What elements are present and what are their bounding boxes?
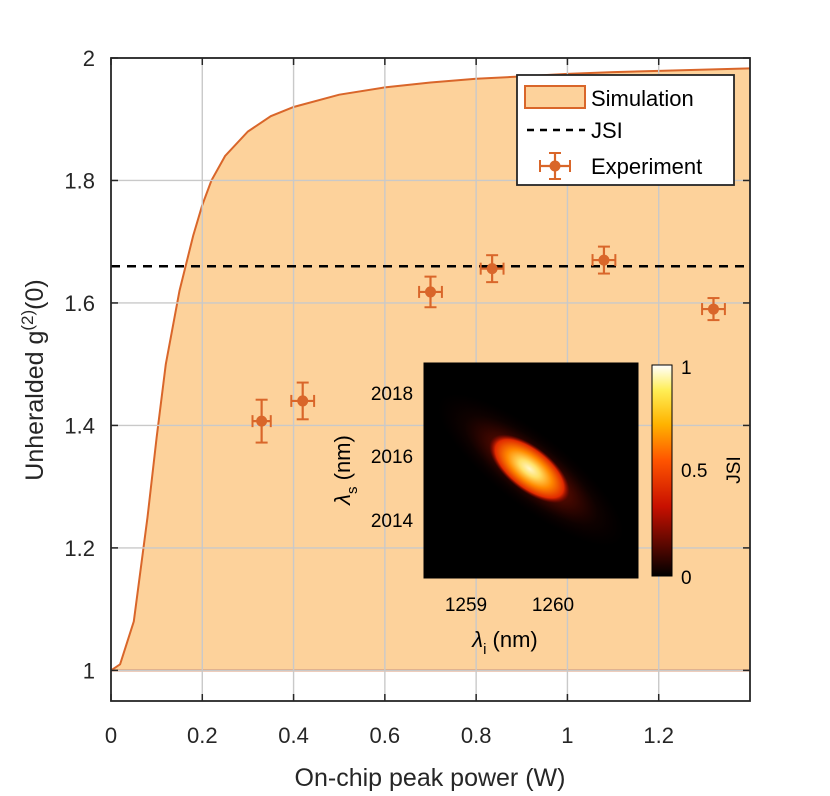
y-tick-labels: 1 1.2 1.4 1.6 1.8 2 <box>64 46 95 683</box>
experiment-marker <box>425 286 436 298</box>
colorbar-label: JSI <box>724 456 745 483</box>
y-tick-label: 1.8 <box>64 168 95 193</box>
legend: Simulation JSI Experiment <box>516 74 735 186</box>
inset-x-label: λi (nm) <box>471 627 538 658</box>
experiment-point <box>290 381 316 421</box>
axes-box <box>110 57 751 702</box>
y-tick-label: 1.4 <box>64 413 95 438</box>
inset-heatmap-frame <box>423 362 639 579</box>
legend-experiment-marker <box>549 160 561 172</box>
x-tick-label: 0.6 <box>370 723 401 748</box>
legend-simulation-swatch <box>524 85 586 109</box>
inset-x-label-sub: i <box>483 641 486 658</box>
experiment-marker <box>297 395 309 407</box>
axis-ticks <box>110 57 750 701</box>
inset-jsi-heatmap: 2018 2016 2014 1259 1260 λi (nm) λs (nm)… <box>330 358 745 658</box>
experiment-marker <box>598 254 610 266</box>
experiment-marker <box>707 303 719 315</box>
x-tick-label: 0.2 <box>187 723 218 748</box>
inset-y-label-symbol: λ <box>330 494 355 506</box>
x-axis-label: On-chip peak power (W) <box>295 764 566 792</box>
experiment-marker <box>256 415 268 427</box>
inset-y-label-sub: s <box>344 487 361 495</box>
legend-experiment-label: Experiment <box>591 154 702 179</box>
inset-heatmap-intensity <box>437 393 625 547</box>
experiment-point <box>251 398 272 444</box>
colorbar <box>651 364 673 577</box>
inset-x-label-tail: (nm) <box>486 627 537 652</box>
x-tick-label: 0.8 <box>461 723 492 748</box>
y-tick-label: 1.2 <box>64 536 95 561</box>
inset-y-label-tail: (nm) <box>330 435 355 486</box>
inset-y-tick-2016: 2016 <box>371 447 413 468</box>
x-tick-labels: 0 0.2 0.4 0.6 0.8 1 1.2 <box>105 723 674 748</box>
inset-y-label: λs (nm) <box>330 435 361 506</box>
y-axis-label-main: Unheralded g <box>21 331 49 481</box>
colorbar-tick-0: 0 <box>681 568 692 589</box>
x-tick-label: 0 <box>105 723 117 748</box>
colorbar-tick-0-5: 0.5 <box>681 461 707 482</box>
experiment-point <box>701 297 726 322</box>
legend-experiment-swatch <box>539 152 571 180</box>
experiment-marker <box>486 263 498 275</box>
y-axis-label: Unheralded g(2)(0) <box>18 279 49 480</box>
legend-simulation-label: Simulation <box>591 86 694 111</box>
inset-x-tick-1259: 1259 <box>445 595 487 616</box>
inset-heatmap-core <box>489 434 570 504</box>
y-tick-label: 2 <box>83 46 95 71</box>
y-axis-label-superscript: (2) <box>18 310 37 331</box>
y-tick-label: 1 <box>83 658 95 683</box>
experiment-point <box>418 275 443 309</box>
inset-y-tick-2018: 2018 <box>371 384 413 405</box>
inset-y-tick-2014: 2014 <box>371 511 414 532</box>
experiment-point <box>479 254 505 284</box>
experiment-points <box>251 245 726 444</box>
y-axis-label-tail: (0) <box>21 279 49 310</box>
x-tick-label: 0.4 <box>278 723 309 748</box>
colorbar-tick-1: 1 <box>681 358 692 379</box>
legend-jsi-label: JSI <box>591 118 623 143</box>
x-tick-label: 1 <box>561 723 573 748</box>
x-tick-label: 1.2 <box>643 723 674 748</box>
experiment-point <box>591 245 617 275</box>
y-tick-label: 1.6 <box>64 291 95 316</box>
inset-x-label-symbol: λ <box>471 627 483 652</box>
inset-x-tick-1260: 1260 <box>532 595 574 616</box>
